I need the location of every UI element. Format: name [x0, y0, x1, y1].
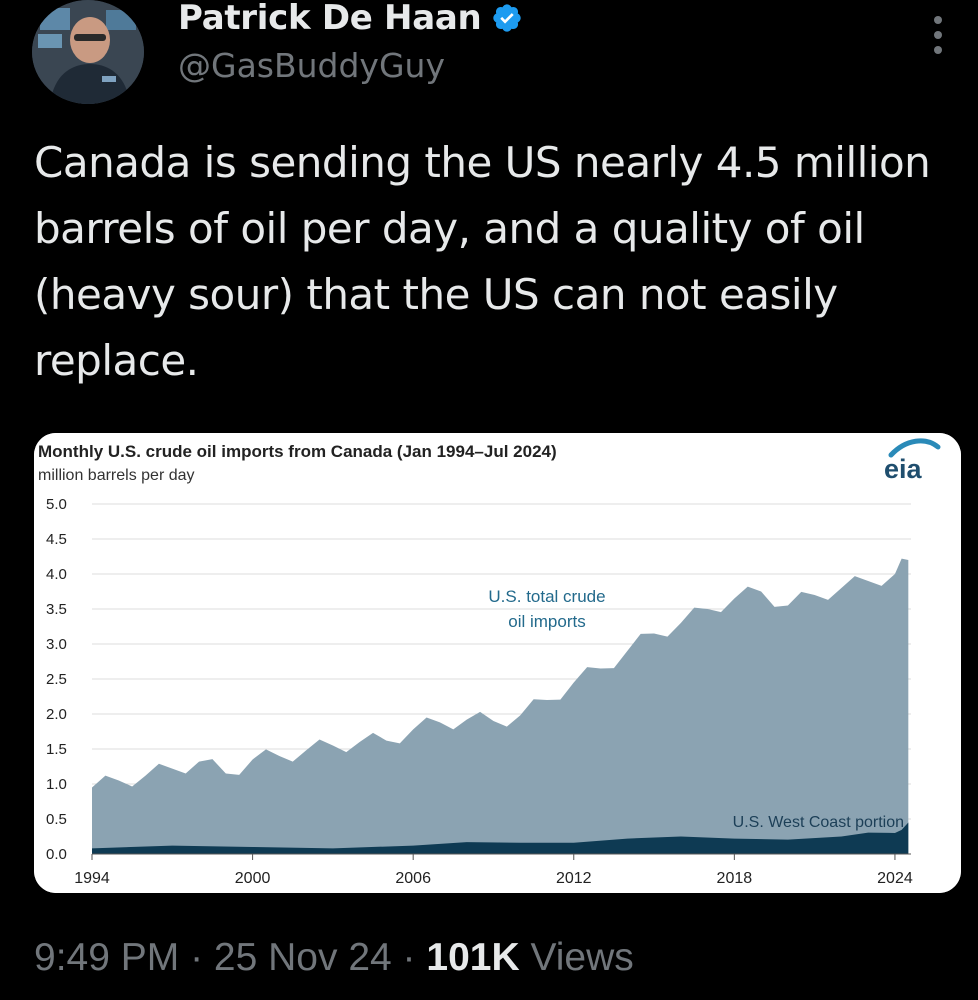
y-tick-label: 1.0 [46, 776, 67, 793]
y-tick-label: 3.0 [46, 636, 67, 653]
annotation-west-coast: U.S. West Coast portion [733, 814, 904, 831]
x-tick-label: 2006 [395, 870, 431, 887]
author-handle[interactable]: @GasBuddyGuy [178, 46, 445, 85]
avatar[interactable] [32, 0, 144, 104]
eia-logo-text: eia [884, 454, 923, 484]
y-tick-label: 5.0 [46, 496, 67, 513]
annotation-total-line1: U.S. total crude [488, 587, 605, 606]
views-label: Views [519, 936, 634, 979]
verified-badge-icon [493, 4, 522, 32]
chart-areas [92, 558, 909, 854]
chart-axes: 5.0 4.5 4.0 3.5 3.0 2.5 2.0 1.5 1.0 0.5 0.0 1994 200… [46, 496, 913, 887]
x-tick-label: 2000 [235, 870, 271, 887]
views-count[interactable]: 101K [426, 936, 520, 979]
tweet-text: Canada is sending the US nearly 4.5 mill… [34, 138, 931, 385]
x-tick-label: 2024 [877, 870, 913, 887]
tweet-media-chart[interactable]: Monthly U.S. crude oil imports from Cana… [34, 433, 961, 893]
x-tick-label: 2018 [717, 870, 753, 887]
avatar-photo [32, 0, 144, 104]
eia-logo: eia [884, 438, 941, 484]
tweet-date[interactable]: 25 Nov 24 [213, 936, 392, 979]
chart-title: Monthly U.S. crude oil imports from Cana… [38, 442, 557, 461]
x-tick-label: 1994 [74, 870, 110, 887]
y-tick-label: 4.5 [46, 531, 67, 548]
chart-annotations: U.S. total crude oil imports U.S. West Coa… [488, 587, 904, 831]
tweet-meta-row: 9:49 PM · 25 Nov 24 · 101K Views [34, 936, 634, 980]
meta-separator: · [391, 936, 427, 979]
chart-y-axis-label: million barrels per day [38, 467, 195, 484]
y-tick-label: 3.5 [46, 601, 67, 618]
author-display-name[interactable]: Patrick De Haan [178, 0, 482, 38]
west-coast-area [92, 822, 909, 854]
y-tick-label: 2.5 [46, 671, 67, 688]
crude-oil-imports-chart: Monthly U.S. crude oil imports from Cana… [34, 433, 961, 893]
y-tick-label: 1.5 [46, 741, 67, 758]
y-tick-label: 0.5 [46, 811, 67, 828]
y-tick-label: 4.0 [46, 566, 67, 583]
x-tick-label: 2012 [556, 870, 592, 887]
annotation-total-line2: oil imports [508, 612, 585, 631]
more-options-icon[interactable] [926, 14, 950, 56]
total-imports-area [92, 558, 909, 854]
y-tick-label: 0.0 [46, 846, 67, 863]
meta-separator: · [179, 936, 214, 979]
tweet-time[interactable]: 9:49 PM [34, 936, 180, 979]
author-name-row[interactable]: Patrick De Haan [178, 0, 523, 44]
y-tick-label: 2.0 [46, 706, 67, 723]
